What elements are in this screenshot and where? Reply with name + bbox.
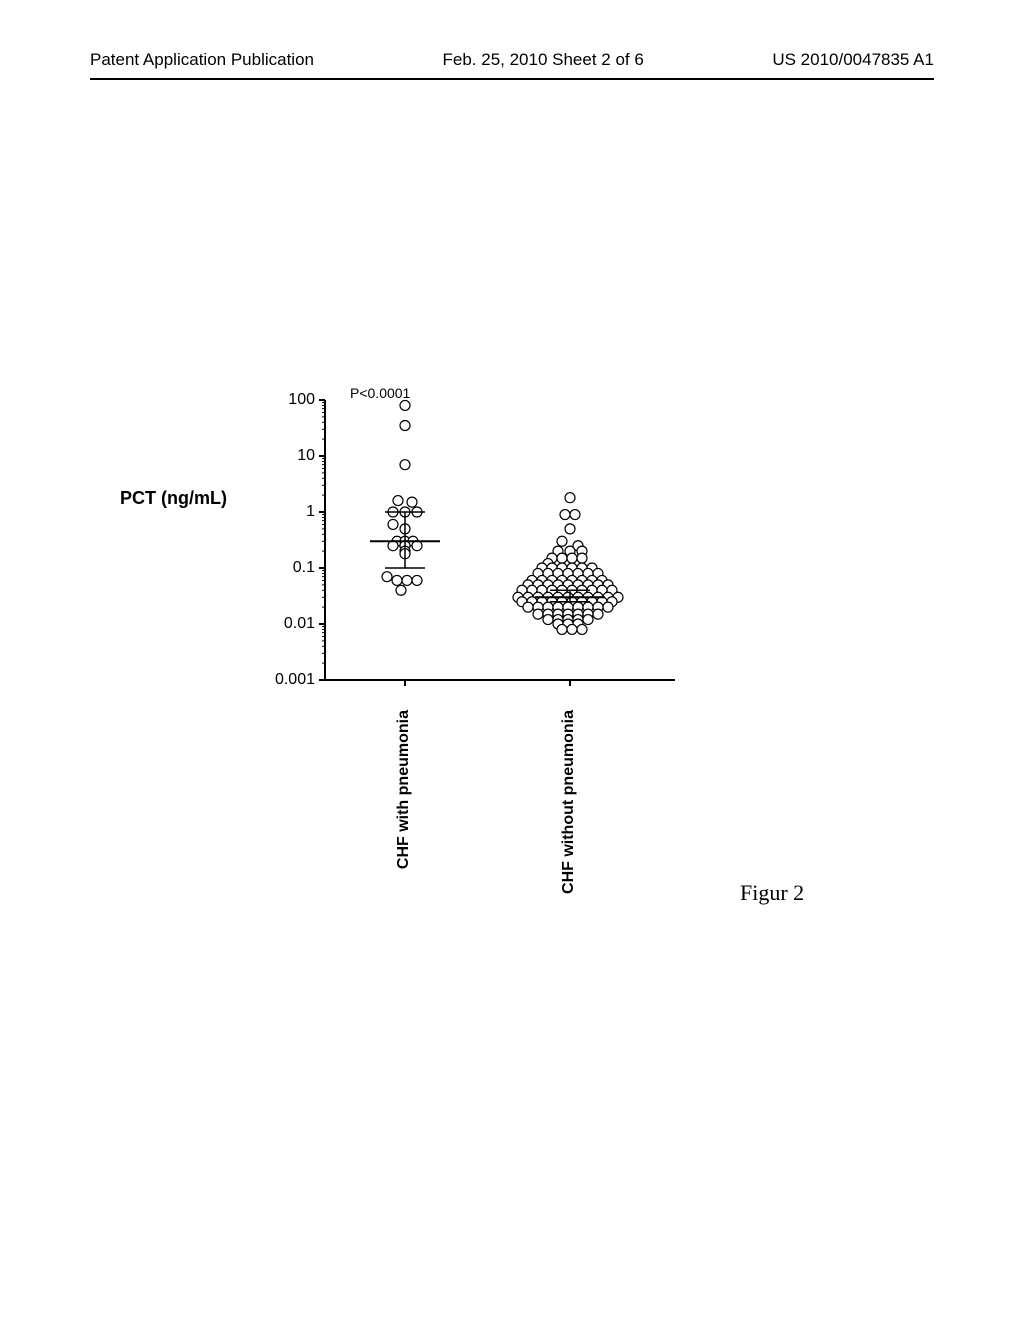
plot-svg	[170, 380, 870, 1030]
figure-caption: Figur 2	[740, 880, 804, 906]
ytick-label: 0.01	[265, 615, 315, 633]
ytick-label: 0.1	[265, 559, 315, 577]
header-divider	[90, 78, 934, 80]
ytick-label: 10	[265, 447, 315, 465]
x-axis-label-group1: CHF with pneumonia	[395, 710, 413, 869]
ytick-label: 0.001	[265, 671, 315, 689]
ytick-label: 1	[265, 503, 315, 521]
header-patent-number: US 2010/0047835 A1	[772, 50, 934, 70]
x-axis-label-group2: CHF without pneumonia	[560, 710, 578, 894]
page-header: Patent Application Publication Feb. 25, …	[0, 50, 1024, 70]
ytick-label: 100	[265, 391, 315, 409]
scatter-chart: PCT (ng/mL) P<0.0001 0.0010.010.1110100 …	[170, 380, 870, 1030]
header-date-sheet: Feb. 25, 2010 Sheet 2 of 6	[443, 50, 644, 70]
header-publication-type: Patent Application Publication	[90, 50, 314, 70]
